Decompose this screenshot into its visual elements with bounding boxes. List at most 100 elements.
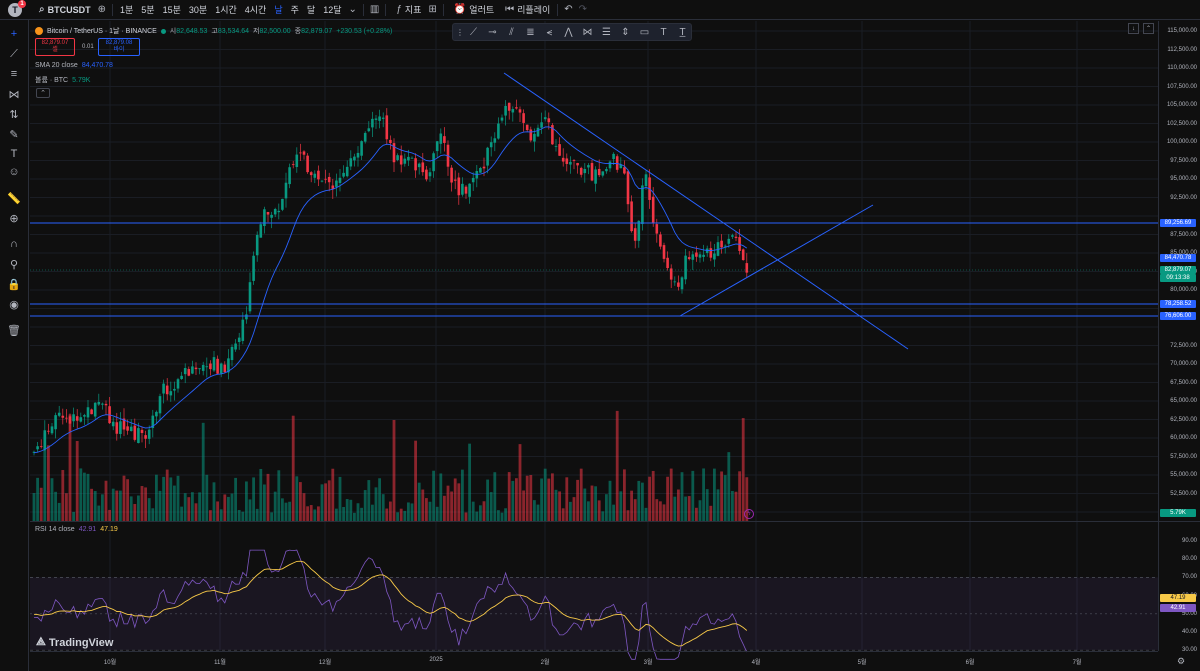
interval-dropdown-icon[interactable]: ⌄: [348, 4, 357, 15]
price-range-icon[interactable]: ⇕: [621, 26, 630, 38]
volume-bar: [140, 486, 144, 521]
elliott-wave-icon[interactable]: ⋀: [564, 26, 573, 38]
candle-body: [198, 368, 201, 370]
crosshair-icon[interactable]: +: [10, 28, 18, 40]
volume-bar: [183, 493, 187, 521]
candle-body: [43, 430, 47, 450]
pattern-icon[interactable]: ⋈: [8, 88, 20, 101]
price-axis[interactable]: 115,000.00 112,500.00 110,000.00 107,500.00…: [1158, 21, 1200, 653]
xabcd-pattern-icon[interactable]: ⋈: [582, 26, 593, 38]
emoji-icon[interactable]: ☺: [8, 166, 20, 178]
interval-15m[interactable]: 15분: [162, 5, 181, 15]
rsi-legend[interactable]: RSI 14 close 42.91 47.19: [35, 526, 118, 533]
interval-30m[interactable]: 30분: [188, 5, 208, 15]
collapse-legend-icon[interactable]: ⌃: [36, 88, 50, 98]
magnet-icon[interactable]: ∩: [10, 238, 18, 250]
interval-1w[interactable]: 주: [290, 5, 299, 15]
trend-line-icon[interactable]: ⟋: [470, 26, 477, 38]
candle-body: [378, 116, 381, 121]
candle-body: [633, 228, 637, 241]
interval-5m[interactable]: 5분: [141, 5, 155, 15]
fib-channel-icon[interactable]: ≣: [526, 26, 535, 38]
sell-button[interactable]: 82,879.07 셀: [35, 38, 75, 56]
zoom-in-icon[interactable]: ⊕: [9, 212, 19, 225]
interval-12mo[interactable]: 12달: [323, 5, 342, 15]
volume-bar: [151, 508, 155, 521]
interval-1h[interactable]: 1시간: [215, 5, 237, 15]
user-avatar[interactable]: T 1: [8, 0, 26, 17]
candle-body: [662, 245, 666, 259]
candle-body: [612, 153, 615, 160]
interval-4h[interactable]: 4시간: [244, 5, 267, 15]
eye-icon[interactable]: ◉: [9, 298, 19, 311]
volume-bar: [32, 493, 36, 521]
text-icon[interactable]: T: [660, 26, 667, 38]
volume-bar: [234, 477, 237, 521]
volume-bar: [709, 505, 713, 521]
volume-bar: [43, 433, 47, 521]
add-symbol-icon[interactable]: ⊕: [97, 4, 106, 15]
lock-icon[interactable]: 🔒: [7, 278, 21, 291]
forecast-icon[interactable]: ⇅: [9, 108, 19, 121]
volume-bar: [403, 510, 407, 521]
buy-button[interactable]: 82,879.08 바이: [98, 38, 140, 56]
templates-icon[interactable]: ⊞: [428, 4, 437, 15]
volume-bar: [90, 488, 93, 521]
drag-handle-icon[interactable]: ⋮: [456, 27, 464, 37]
candle-body: [457, 177, 461, 196]
fib-retracement-icon[interactable]: ≡: [10, 68, 18, 80]
fib-extension-icon[interactable]: ☰: [602, 26, 611, 38]
rectangle-icon[interactable]: ▭: [639, 26, 650, 38]
tradingview-logo[interactable]: ⟁ TradingView: [36, 636, 114, 649]
volume-bar: [615, 410, 619, 521]
ruler-icon[interactable]: 📏: [7, 192, 21, 205]
trend-line-icon[interactable]: ⟋: [10, 47, 18, 60]
undo-icon[interactable]: ↶: [564, 4, 573, 15]
download-icon[interactable]: ↓: [1128, 23, 1139, 34]
symbol-search-button[interactable]: ⌕ BTCUSDT: [32, 0, 95, 20]
alert-button[interactable]: ⏰ 얼러트: [447, 0, 498, 20]
candle-body: [525, 124, 529, 131]
candle-body: [32, 451, 36, 453]
candle-body: [421, 162, 425, 173]
candle-body: [623, 167, 626, 174]
lock-drawings-icon[interactable]: ⚲: [9, 258, 19, 271]
interval-1d[interactable]: 날: [274, 5, 283, 15]
volume-bar: [50, 478, 54, 521]
lightning-icon[interactable]: ϟ: [744, 509, 754, 519]
candle-body: [450, 167, 453, 183]
anchored-text-icon[interactable]: T̲: [679, 26, 686, 38]
candle-body: [381, 117, 385, 119]
gann-fan-icon[interactable]: ⪪: [546, 26, 553, 38]
text-tool-icon[interactable]: T: [10, 148, 18, 160]
parallel-channel-icon[interactable]: ⫽: [509, 26, 514, 38]
replay-button[interactable]: ⏮ 리플레이: [498, 0, 554, 20]
horizontal-ray-icon[interactable]: ⊸: [488, 26, 497, 38]
volume-bar: [695, 507, 698, 521]
interval-1m[interactable]: 1분: [120, 5, 134, 15]
candle-body: [410, 157, 414, 159]
alarm-clock-icon: ⏰: [453, 4, 467, 15]
settings-gear-icon[interactable]: ⚙: [1177, 656, 1186, 666]
bar-style-icon[interactable]: ▥: [369, 4, 380, 15]
price-tick-label: 92,500.00: [1170, 194, 1197, 201]
rsi-ma-line: [33, 560, 748, 647]
pane-separator[interactable]: [30, 521, 1200, 522]
sma-legend[interactable]: SMA 20 close 84,470.78: [35, 62, 113, 69]
candle-body: [75, 416, 79, 421]
time-axis[interactable]: 10월 11월 12월 2025 2월 3월 4월 5월 6월 7월: [30, 651, 1158, 671]
collapse-icon[interactable]: ⌃: [1143, 23, 1154, 34]
volume-bar: [126, 479, 129, 521]
brush-icon[interactable]: ✎: [9, 128, 19, 141]
volume-bar: [450, 491, 453, 521]
rsi-tick-label: 40.00: [1181, 629, 1197, 635]
volume-bar: [353, 512, 356, 521]
redo-icon[interactable]: ↷: [578, 4, 588, 15]
volume-legend[interactable]: 볼륨 · BTC 5.79K: [35, 76, 91, 85]
volume-bar: [93, 491, 97, 521]
volume-bar: [511, 480, 515, 521]
interval-1mo[interactable]: 달: [306, 5, 316, 15]
trash-icon[interactable]: 🗑: [7, 324, 21, 337]
indicators-button[interactable]: ƒ 지표: [389, 0, 425, 20]
